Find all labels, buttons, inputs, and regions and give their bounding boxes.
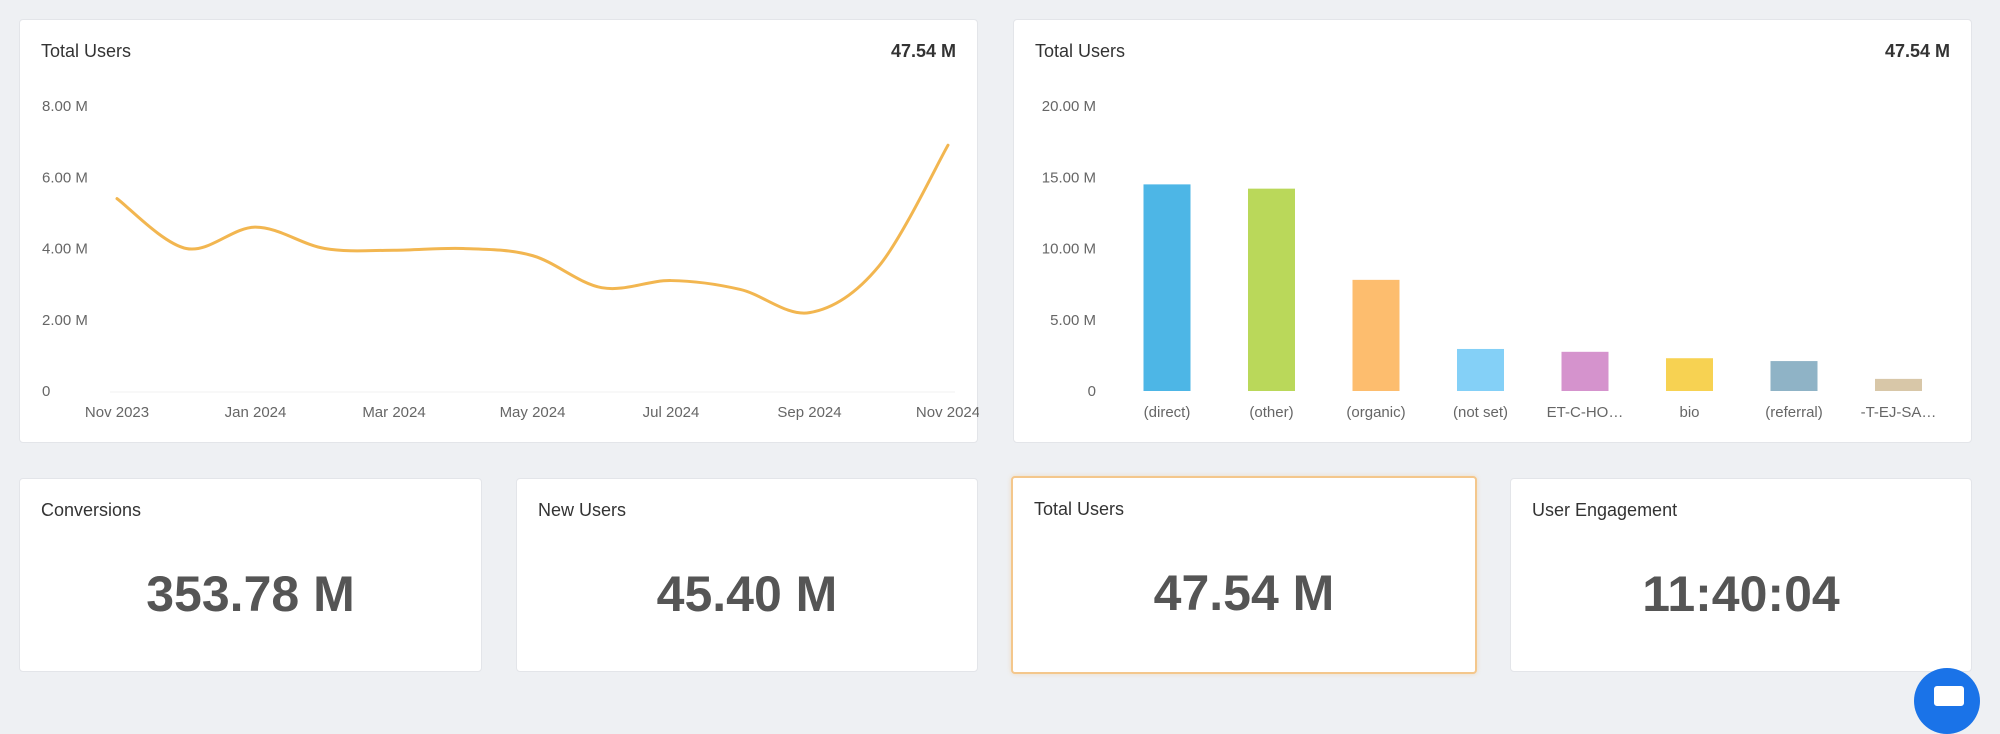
- kpi-title: Total Users: [1034, 499, 1125, 519]
- y-tick-label: 10.00 M: [1042, 241, 1096, 258]
- x-tick-label: (organic): [1346, 404, 1405, 421]
- x-tick-label: Nov 2024: [916, 404, 979, 421]
- bar[interactable]: [1770, 361, 1818, 391]
- y-tick-label: 15.00 M: [1042, 169, 1096, 186]
- y-tick-label: 0: [42, 383, 50, 400]
- kpi-value: 45.40 M: [656, 566, 838, 622]
- card-total: 47.54 M: [890, 41, 956, 61]
- x-tick-label: -T-EJ-SA…: [1861, 404, 1937, 421]
- bar-chart-card: Total Users 47.54 M 0 5.00 M 10.00 M 15.00 …: [1013, 19, 1972, 443]
- bar-chart: 0 5.00 M 10.00 M 15.00 M 20.00 M (direct) (oth…: [1042, 98, 1937, 421]
- line-chart-card: Total Users 47.54 M 0 2.00 M 4.00 M 6.00 M 8…: [19, 19, 979, 443]
- card-title: Total Users: [1035, 41, 1126, 61]
- bar[interactable]: [1457, 348, 1504, 391]
- y-tick-label: 20.00 M: [1042, 98, 1096, 115]
- bar[interactable]: [1666, 358, 1713, 391]
- kpi-value: 47.54 M: [1153, 565, 1335, 621]
- kpi-card-user-engagement[interactable]: User Engagement 11:40:04: [1510, 478, 1972, 672]
- x-tick-label: Jan 2024: [225, 404, 287, 421]
- card-total: 47.54 M: [1884, 41, 1950, 61]
- kpi-title: New Users: [538, 500, 627, 520]
- x-tick-label: (other): [1249, 404, 1293, 421]
- x-tick-label: Jul 2024: [643, 404, 700, 421]
- chat-icon: [1934, 686, 1964, 706]
- kpi-value: 11:40:04: [1642, 566, 1840, 622]
- x-tick-label: ET-C-HO…: [1547, 404, 1624, 421]
- x-tick-label: May 2024: [500, 404, 566, 421]
- series-line: [115, 143, 950, 315]
- bar[interactable]: [1875, 378, 1922, 391]
- y-tick-label: 8.00 M: [42, 98, 88, 115]
- x-tick-label: bio: [1679, 404, 1699, 421]
- y-tick-label: 2.00 M: [42, 312, 88, 329]
- kpi-value: 353.78 M: [146, 566, 355, 622]
- kpi-card-total-users[interactable]: Total Users 47.54 M: [1011, 476, 1477, 674]
- x-tick-label: (referral): [1765, 404, 1823, 421]
- kpi-title: Conversions: [41, 500, 142, 520]
- bar[interactable]: [1248, 188, 1295, 391]
- x-tick-label: (not set): [1453, 404, 1508, 421]
- bar[interactable]: [1143, 184, 1191, 391]
- bar[interactable]: [1561, 351, 1609, 391]
- y-tick-label: 0: [1088, 383, 1096, 400]
- chat-button[interactable]: [1914, 668, 1980, 734]
- y-tick-label: 4.00 M: [42, 241, 88, 258]
- line-chart: 0 2.00 M 4.00 M 6.00 M 8.00 M Nov 2023 Jan 202…: [42, 98, 979, 421]
- kpi-card-conversions[interactable]: Conversions 353.78 M: [19, 478, 482, 672]
- y-tick-label: 6.00 M: [42, 169, 88, 186]
- x-tick-label: Mar 2024: [362, 404, 425, 421]
- y-tick-label: 5.00 M: [1050, 312, 1096, 329]
- kpi-card-new-users[interactable]: New Users 45.40 M: [516, 478, 978, 672]
- x-tick-label: Nov 2023: [85, 404, 149, 421]
- card-title: Total Users: [41, 41, 132, 61]
- x-tick-label: (direct): [1144, 404, 1191, 421]
- x-tick-label: Sep 2024: [777, 404, 841, 421]
- bar[interactable]: [1352, 279, 1400, 391]
- kpi-title: User Engagement: [1532, 500, 1678, 520]
